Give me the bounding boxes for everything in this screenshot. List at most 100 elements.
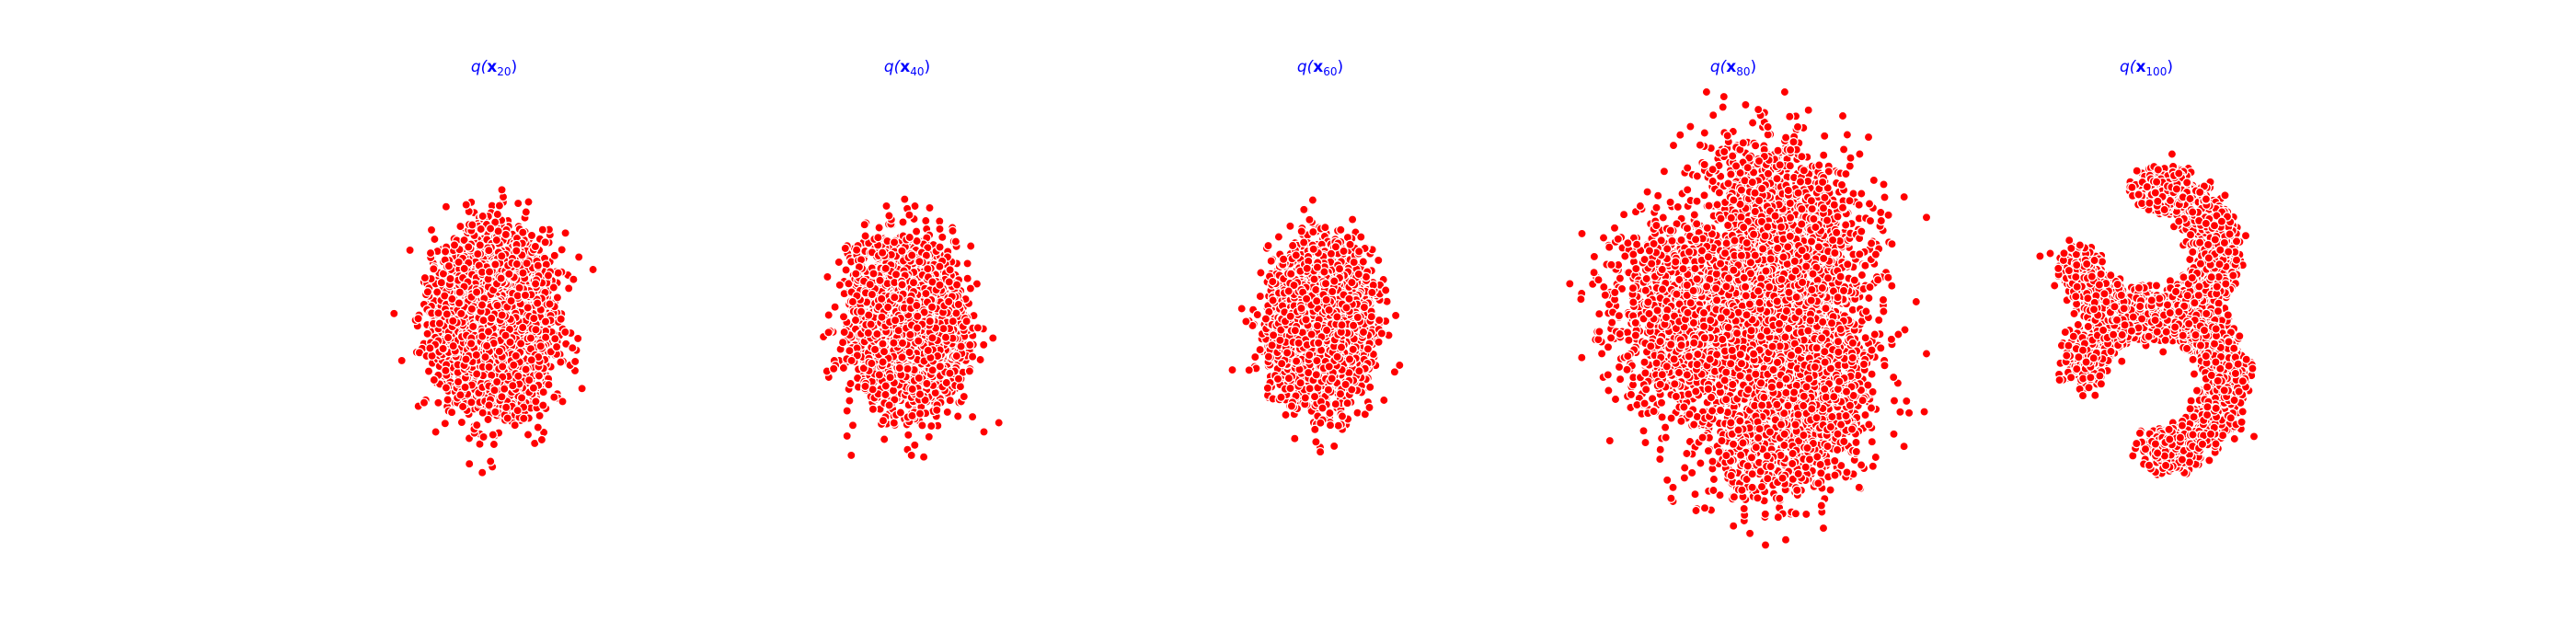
- scatter-point: [498, 186, 506, 194]
- scatter-point: [493, 378, 501, 386]
- scatter-point: [481, 353, 489, 362]
- scatter-point: [495, 201, 503, 210]
- scatter-point: [510, 361, 518, 369]
- scatter-point: [442, 247, 450, 256]
- scatter-point: [487, 457, 495, 466]
- scatter-point: [462, 201, 470, 209]
- scatter-point: [443, 396, 452, 404]
- scatter-point: [474, 250, 482, 259]
- scatter-point: [553, 293, 561, 302]
- scatter-point: [554, 269, 562, 277]
- scatter-point: [455, 288, 464, 296]
- scatter-point: [487, 224, 495, 233]
- scatter-point: [424, 367, 432, 375]
- scatter-point: [434, 398, 443, 407]
- scatter-point: [519, 323, 527, 331]
- scatter-point: [459, 402, 467, 410]
- scatter-point: [483, 341, 491, 350]
- scatter-point: [439, 344, 447, 352]
- scatter-point: [491, 408, 500, 416]
- scatter-point: [469, 322, 477, 330]
- scatter-point: [478, 212, 487, 220]
- scatter-point: [534, 423, 542, 431]
- scatter-point: [558, 397, 567, 406]
- scatter-point: [553, 343, 561, 351]
- scatter-point: [541, 317, 549, 326]
- scatter-point: [525, 376, 534, 385]
- scatter-point: [589, 265, 597, 273]
- scatter-point: [502, 403, 511, 411]
- scatter-point: [518, 394, 526, 402]
- scatter-point: [479, 432, 488, 441]
- scatter-point: [431, 428, 440, 436]
- scatter-point: [531, 242, 539, 250]
- scatter-point: [514, 200, 523, 208]
- scatter-point: [535, 372, 543, 380]
- scatter-point: [460, 264, 468, 272]
- scatter-point: [450, 241, 458, 249]
- scatter-point: [532, 280, 540, 288]
- scatter-point: [497, 274, 505, 282]
- scatter-point: [507, 297, 515, 305]
- scatter-point: [431, 235, 439, 243]
- scatter-point: [456, 391, 465, 399]
- scatter-point: [434, 309, 443, 317]
- scatter-point: [523, 304, 532, 312]
- scatter-point: [456, 223, 465, 231]
- scatter-point: [493, 302, 501, 310]
- scatter-point: [430, 375, 438, 384]
- title-subscript: 20: [497, 65, 511, 78]
- scatter-point: [479, 316, 488, 325]
- scatter-point: [478, 408, 487, 417]
- scatter-point: [546, 300, 554, 308]
- scatter-point: [489, 431, 497, 439]
- scatter-point: [557, 315, 565, 323]
- scatter-point: [532, 326, 540, 334]
- scatter-point: [499, 362, 507, 371]
- title-symbol: x: [487, 58, 497, 76]
- scatter-point: [446, 274, 454, 282]
- title-suffix: ): [512, 58, 518, 76]
- scatter-point: [530, 315, 538, 323]
- scatter-point: [498, 252, 506, 260]
- scatter-point: [519, 228, 527, 236]
- scatter-point: [485, 247, 493, 255]
- scatter-point: [513, 407, 522, 415]
- scatter-point: [536, 342, 545, 351]
- scatter-point: [397, 356, 406, 364]
- scatter-point: [523, 431, 532, 439]
- scatter-point: [571, 357, 580, 365]
- scatter-point: [522, 208, 530, 216]
- scatter-point: [541, 238, 549, 247]
- scatter-point: [467, 305, 476, 313]
- scatter-point: [505, 270, 513, 278]
- scatter-point: [578, 385, 586, 393]
- scatter-point: [490, 386, 499, 395]
- scatter-point: [514, 372, 523, 380]
- scatter-point: [534, 261, 542, 270]
- scatter-point: [485, 401, 493, 409]
- scatter-point: [527, 231, 535, 239]
- scatter-point: [466, 460, 474, 468]
- scatter-point: [529, 384, 537, 392]
- scatter-point: [509, 382, 517, 390]
- scatter-point: [569, 275, 578, 283]
- scatter-point: [498, 393, 506, 401]
- scatter-point: [512, 259, 521, 268]
- scatter-point: [473, 421, 481, 430]
- scatter-point: [506, 338, 514, 346]
- scatter-point: [550, 393, 558, 401]
- scatter-point: [512, 351, 520, 360]
- scatter-point: [477, 224, 485, 233]
- scatter-point: [550, 251, 558, 259]
- scatter-point: [489, 440, 498, 448]
- scatter-point: [527, 356, 535, 364]
- scatter-point: [449, 342, 457, 351]
- scatter-point: [569, 344, 577, 352]
- scatter-point: [444, 262, 453, 270]
- scatter-point: [575, 253, 583, 261]
- scatter-point: [390, 309, 398, 317]
- scatter-point: [523, 259, 531, 268]
- scatter-point: [457, 419, 466, 427]
- scatter-point: [494, 227, 502, 236]
